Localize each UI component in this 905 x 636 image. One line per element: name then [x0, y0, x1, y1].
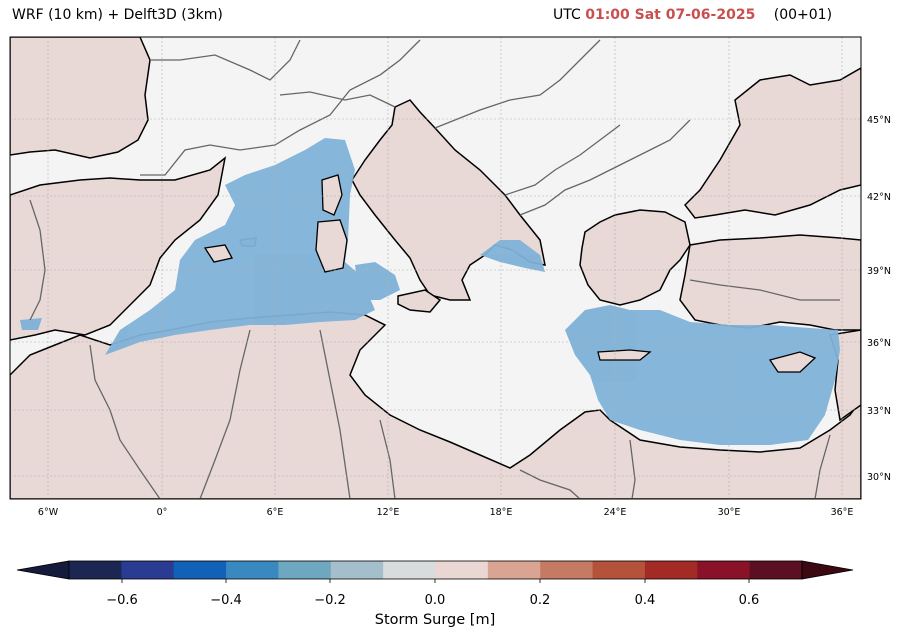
map-title-right: UTC 01:00 Sat 07-06-2025 (00+01) — [553, 7, 832, 23]
lon-tick-label: 30°E — [718, 507, 741, 518]
utc-prefix: UTC — [553, 7, 581, 23]
colorbar-tick-label: −0.2 — [314, 593, 346, 608]
surge-alboran — [20, 318, 42, 330]
map-content — [10, 37, 861, 499]
map-title-left: WRF (10 km) + Delft3D (3km) — [12, 7, 223, 23]
lat-tick-label: 33°N — [867, 406, 891, 417]
colorbar-segment — [644, 561, 698, 579]
land-turkey — [679, 234, 861, 331]
surge-ionian-north — [480, 240, 545, 272]
lon-tick-label: 0° — [157, 507, 168, 518]
island-mallorca — [203, 244, 233, 263]
lon-tick-label: 12°E — [377, 507, 400, 518]
forecast-offset: (00+01) — [773, 7, 833, 23]
lon-tick-label: 24°E — [604, 507, 627, 518]
colorbar-tick-label: 0.6 — [739, 593, 760, 608]
colorbar-segment — [173, 561, 227, 579]
colorbar-segment — [69, 561, 122, 579]
colorbar — [16, 560, 854, 583]
map-frame — [9, 36, 862, 500]
colorbar-tick-label: −0.6 — [106, 593, 138, 608]
colorbar-extend-max — [801, 560, 854, 580]
lon-tick-label: 18°E — [490, 507, 513, 518]
colorbar-segment — [330, 561, 384, 579]
lon-tick-label: 6°E — [267, 507, 284, 518]
land-british-isles — [10, 37, 151, 159]
borders-layer — [29, 39, 840, 499]
colorbar-segment — [749, 561, 803, 579]
colorbar-frame — [68, 560, 803, 580]
land-eastern-block — [684, 67, 861, 219]
surge-layer — [20, 138, 840, 445]
lat-tick-labels: 45°N 42°N 39°N 36°N 33°N 30°N — [867, 115, 891, 483]
colorbar-segment — [487, 561, 541, 579]
forecast-time: 01:00 Sat 07-06-2025 — [585, 7, 756, 23]
colorbar-segment — [226, 561, 279, 579]
island-cyprus — [768, 351, 817, 373]
colorbar-tick-label: 0.0 — [425, 593, 446, 608]
island-sardinia — [315, 219, 348, 273]
colorbar-extend-min — [16, 560, 70, 580]
lon-tick-label: 6°W — [38, 507, 59, 518]
colorbar-tick-label: 0.2 — [530, 593, 551, 608]
land-sicily — [397, 289, 442, 313]
colorbar-segment — [278, 561, 332, 579]
lat-tick-label: 30°N — [867, 472, 891, 483]
lon-tick-labels: 6°W 0° 6°E 12°E 18°E 24°E 30°E 36°E — [38, 507, 854, 518]
gridlines — [10, 37, 861, 499]
colorbar-tick-labels: −0.6 −0.4 −0.2 0.0 0.2 0.4 0.6 — [106, 593, 759, 608]
lat-tick-label: 45°N — [867, 115, 891, 126]
colorbar-segment — [435, 561, 489, 579]
island-corsica — [321, 174, 343, 216]
surge-western-basin — [105, 138, 375, 355]
island-crete — [597, 349, 652, 361]
lat-tick-label: 39°N — [867, 266, 891, 277]
colorbar-tick-label: 0.4 — [635, 593, 656, 608]
islands-layer — [203, 174, 817, 373]
colorbar-segment — [383, 561, 436, 579]
colorbar-label: Storm Surge [m] — [375, 612, 495, 628]
colorbar-segment — [697, 561, 751, 579]
land-iberia — [10, 156, 227, 341]
surge-tyrrhenian-south — [355, 262, 400, 300]
lon-tick-label: 36°E — [831, 507, 854, 518]
colorbar-segment — [540, 561, 594, 579]
lat-tick-label: 42°N — [867, 192, 891, 203]
colorbar-segment — [121, 561, 175, 579]
colorbar-segment — [592, 561, 646, 579]
colorbar-tick-label: −0.4 — [210, 593, 242, 608]
lat-tick-label: 36°N — [867, 338, 891, 349]
land-italy — [351, 99, 546, 301]
